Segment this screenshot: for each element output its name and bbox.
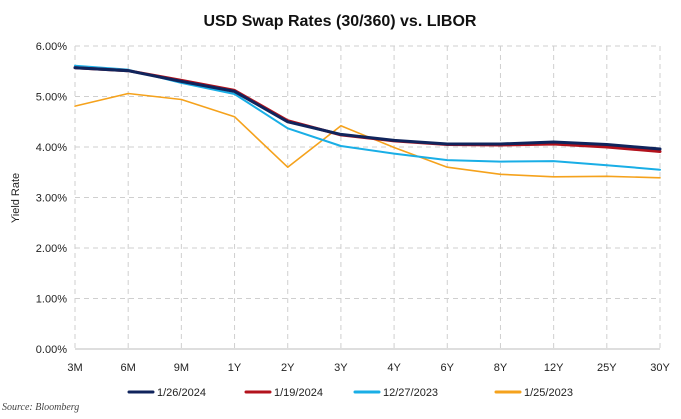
x-tick-label: 6Y	[441, 362, 455, 374]
y-tick-label: 5.00%	[36, 92, 67, 104]
x-tick-label: 9M	[174, 362, 189, 374]
source-note: Source: Bloomberg	[2, 402, 79, 413]
x-tick-label: 6M	[121, 362, 136, 374]
x-tick-label: 2Y	[281, 362, 295, 374]
x-tick-label: 30Y	[650, 362, 670, 374]
legend-label: 1/25/2023	[524, 387, 573, 399]
series-line	[73, 66, 662, 151]
x-tick-label: 1Y	[228, 362, 242, 374]
y-tick-label: 4.00%	[36, 142, 67, 154]
x-tick-label: 3M	[67, 362, 82, 374]
legend-label: 1/26/2024	[157, 387, 206, 399]
x-tick-label: 8Y	[494, 362, 508, 374]
chart-title: USD Swap Rates (30/360) vs. LIBOR	[204, 13, 477, 30]
x-tick-label: 4Y	[387, 362, 401, 374]
series-line	[74, 64, 661, 171]
y-axis-ticks: 0.00% 1.00% 2.00% 3.00% 4.00% 5.00% 6.00%	[36, 41, 67, 356]
legend-label: 1/19/2024	[274, 387, 323, 399]
series-line	[73, 66, 662, 153]
y-tick-label: 0.00%	[36, 344, 67, 356]
x-tick-label: 25Y	[597, 362, 617, 374]
legend-label: 12/27/2023	[383, 387, 438, 399]
y-tick-label: 3.00%	[36, 193, 67, 205]
y-tick-label: 6.00%	[36, 41, 67, 53]
x-tick-label: 12Y	[544, 362, 564, 374]
grid	[74, 45, 661, 350]
series-line	[74, 92, 661, 179]
legend: 1/26/2024 1/19/2024 12/27/2023 1/25/2023	[127, 387, 573, 399]
y-tick-label: 2.00%	[36, 243, 67, 255]
y-tick-label: 1.00%	[36, 294, 67, 306]
series-lines	[73, 64, 662, 179]
x-axis-ticks: 3M 6M 9M 1Y 2Y 3Y 4Y 6Y 8Y 12Y 25Y 30Y	[67, 362, 670, 374]
x-tick-label: 3Y	[334, 362, 348, 374]
y-axis-label: Yield Rate	[10, 173, 22, 223]
